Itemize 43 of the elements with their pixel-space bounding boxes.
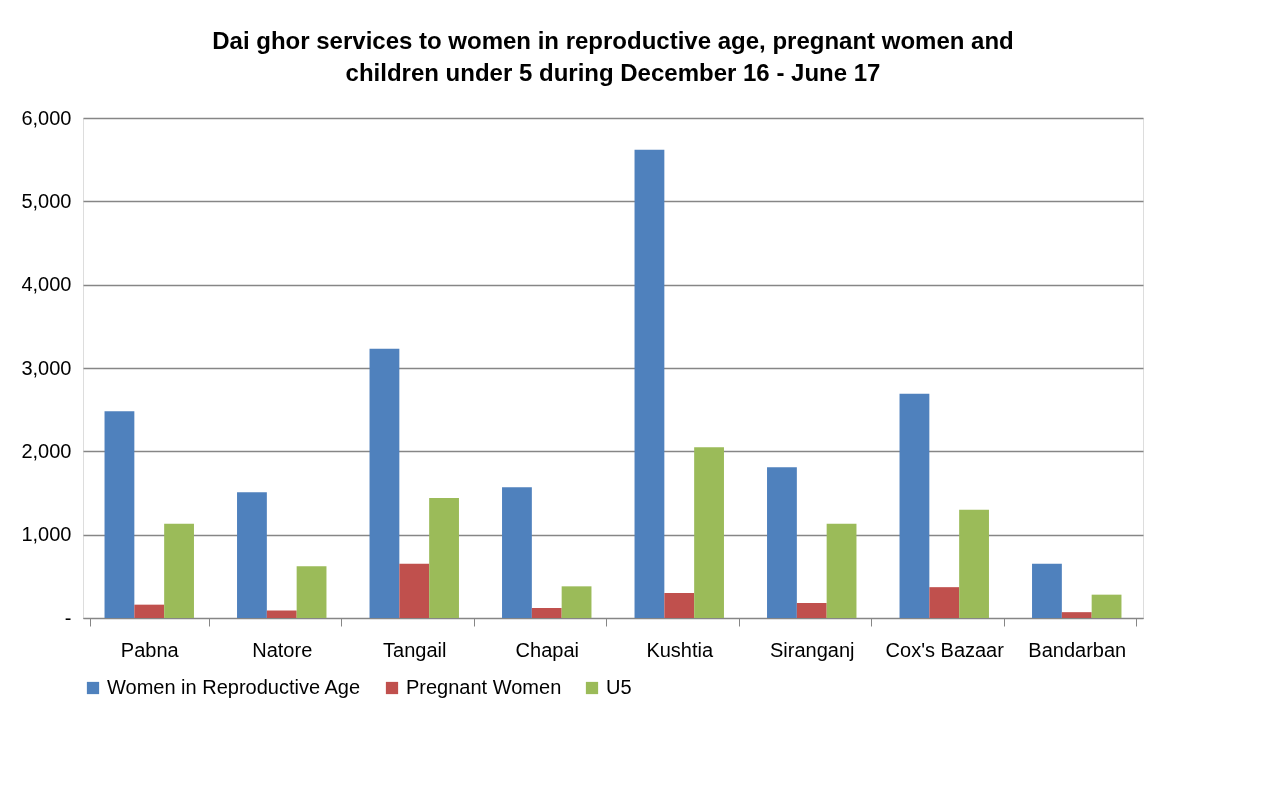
x-tick-label: Kushtia: [646, 638, 714, 661]
bar: [104, 411, 135, 618]
bar: [429, 498, 459, 618]
legend-label: U5: [606, 676, 632, 698]
bar: [796, 603, 827, 618]
bar: [134, 604, 165, 618]
y-tick-label: 3,000: [21, 356, 72, 379]
y-tick-label: 2,000: [21, 439, 72, 462]
chart-title: Dai ghor services to women in reproductive age, pregnant women and children under 5 during December 16 - June 17: [212, 27, 1014, 86]
bar: [399, 563, 430, 618]
y-tick-label: 1,000: [21, 523, 72, 546]
bar: [266, 610, 297, 618]
bar: [634, 149, 665, 618]
bar: [694, 447, 724, 618]
x-tick-label: Chapai: [515, 638, 579, 661]
bar: [237, 492, 267, 618]
bar: [502, 487, 532, 618]
x-tick-label: Cox's Bazaar: [885, 638, 1005, 661]
bar: [1061, 612, 1092, 618]
bar: [296, 566, 327, 618]
bar: [164, 523, 194, 618]
x-tick-label: Natore: [252, 638, 313, 661]
y-tick-label: 4,000: [21, 273, 72, 296]
y-tick-label: 5,000: [21, 189, 72, 212]
x-tick-label: Pabna: [120, 638, 180, 661]
x-tick-label: Siranganj: [769, 638, 855, 661]
x-tick-label: Tangail: [383, 638, 447, 661]
legend-label: Women in Reproductive Age: [107, 676, 361, 698]
bar: [664, 593, 695, 618]
bar: [929, 587, 960, 618]
bar: [1032, 563, 1062, 618]
bar: [531, 608, 562, 618]
legend-label: Pregnant Women: [406, 676, 562, 698]
bar: [369, 348, 400, 618]
x-tick-label: Bandarban: [1028, 638, 1127, 661]
bar: [959, 509, 989, 618]
bar: [767, 467, 797, 618]
bar: [826, 523, 857, 618]
bar: [899, 393, 930, 618]
y-tick-label: -: [64, 606, 72, 629]
y-tick-label: 6,000: [21, 106, 72, 129]
bar: [1091, 594, 1122, 618]
bar: [561, 586, 592, 618]
